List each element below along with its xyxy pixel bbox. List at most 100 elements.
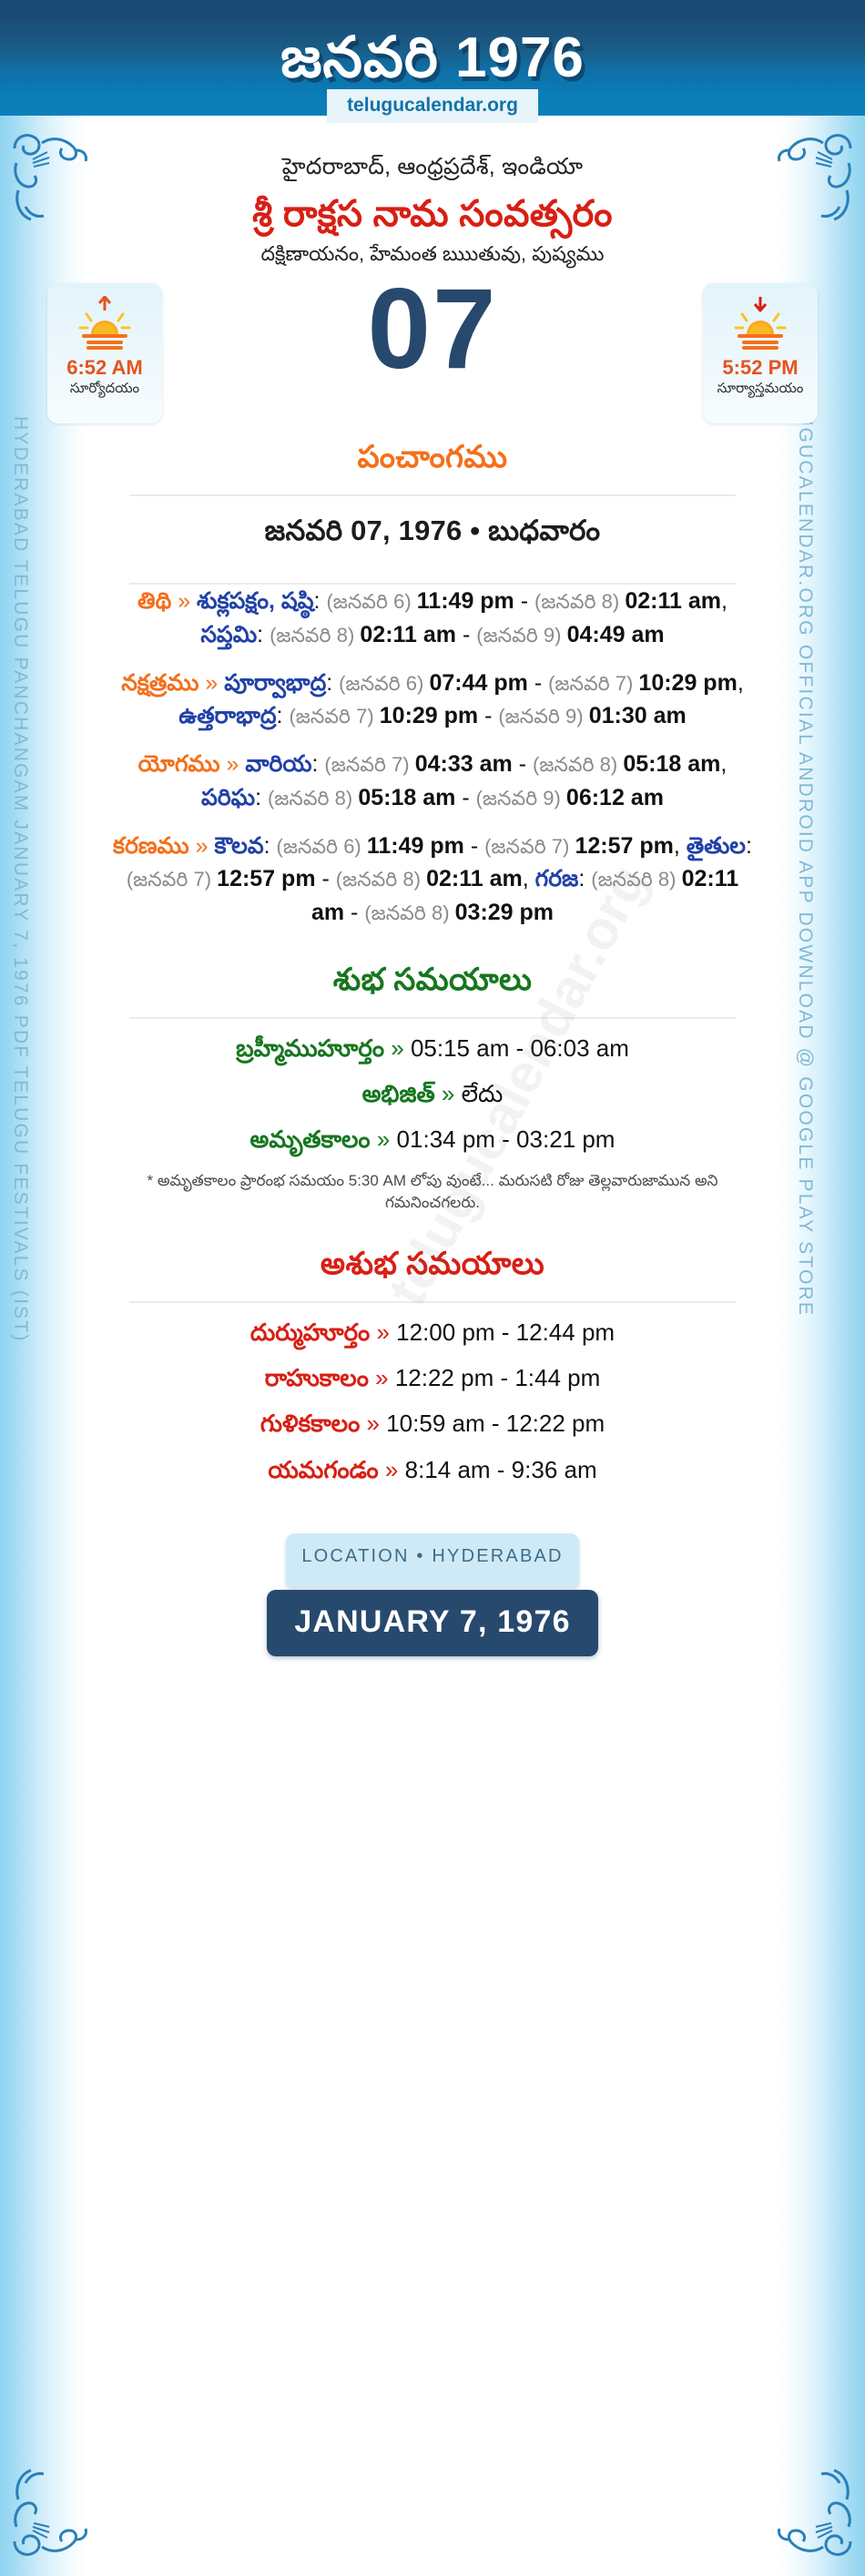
panchangam-row-key: కరణము: [113, 832, 189, 859]
panchangam-segment-plain: ,: [522, 866, 535, 892]
panchangam-segment-time: 04:49 am: [566, 621, 665, 647]
panchangam-segment-time: 11:49 pm: [366, 832, 464, 859]
panchangam-segment-plain: -: [527, 669, 549, 696]
panchangam-segment-plain: -: [456, 621, 477, 647]
site-badge[interactable]: telugucalendar.org: [327, 89, 538, 123]
inauspicious-value: 12:00 pm - 12:44 pm: [396, 1319, 616, 1347]
panchangam-row-key: యోగము: [137, 751, 220, 777]
divider: [129, 583, 736, 585]
auspicious-row: బ్రహ్మీముహూర్తం » 05:15 am - 06:03 am: [87, 1019, 778, 1064]
auspicious-row: అభిజిత్ » లేదు: [87, 1064, 778, 1110]
panchangam-segment-sub: గరజ: [534, 866, 579, 892]
inauspicious-row: యమగండం » 8:14 am - 9:36 am: [87, 1441, 778, 1486]
day-number: 07: [367, 266, 498, 392]
panchangam-segment-time: 12:57 pm: [217, 866, 316, 892]
auspicious-label: బ్రహ్మీముహూర్తం: [236, 1033, 385, 1062]
panchangam-rows: తిథి » శుక్లపక్షం, షష్ఠి: (జనవరి 6) 11:4…: [87, 585, 778, 930]
divider: [129, 494, 736, 496]
inauspicious-value: 12:22 pm - 1:44 pm: [394, 1364, 601, 1392]
chevron-right-icon: »: [434, 1079, 462, 1107]
panchangam-segment-time: 05:18 am: [358, 784, 456, 810]
panchangam-segment-time: 12:57 pm: [575, 832, 674, 859]
panchangam-segment-plain: -: [463, 832, 485, 859]
inauspicious-value: 10:59 am - 12:22 pm: [386, 1410, 606, 1438]
auspicious-value: 05:15 am - 06:03 am: [410, 1033, 629, 1062]
inauspicious-row: రాహుకాలం » 12:22 pm - 1:44 pm: [87, 1349, 778, 1394]
chevron-right-icon: »: [219, 751, 246, 777]
panchangam-segment-sub: శుక్లపక్షం, షష్ఠి: [197, 588, 314, 614]
panchangam-segment-dim: (జనవరి 6): [276, 834, 367, 858]
divider: [129, 1301, 736, 1304]
sunrise-icon: [76, 296, 134, 351]
panchangam-date-heading: జనవరి 07, 1976 • బుధవారం: [264, 514, 601, 546]
chevron-right-icon: »: [370, 1319, 397, 1347]
panchangam-segment-sub: సప్తమి: [200, 621, 258, 647]
auspicious-title: శుభ సమయాలు: [332, 962, 533, 997]
panchangam-segment-dim: (జనవరి 7): [289, 705, 380, 728]
date-chip: JANUARY 7, 1976: [267, 1589, 598, 1656]
panchangam-segment-time: 05:18 am: [623, 751, 721, 777]
panchangam-segment-dim: (జనవరి 8): [533, 753, 624, 776]
right-rail-text: TELUGUCALENDAR.ORG OFFICIAL ANDROID APP …: [795, 371, 816, 1318]
panchangam-segment-plain: -: [512, 751, 533, 777]
inauspicious-title: అశుభ సమయాలు: [320, 1247, 545, 1282]
samvatsaram-title: శ్రీ రాక్షస నామ సంవత్సరం: [252, 194, 613, 234]
auspicious-label: అభిజిత్: [361, 1079, 435, 1107]
panchangam-segment-sub: ఉత్తరాభాద్ర: [178, 703, 277, 729]
panchangam-segment-plain: -: [478, 703, 499, 729]
panchangam-title: పంచాంగము: [357, 440, 508, 474]
panchangam-segment-plain: :: [263, 832, 277, 859]
divider: [129, 1016, 736, 1019]
panchangam-segment-plain: :: [257, 621, 270, 647]
auspicious-row: అమృతకాలం » 01:34 pm - 03:21 pm: [87, 1110, 778, 1156]
page-body: HYDERABAD TELUGU PANCHANGAM JANUARY 7, 1…: [0, 89, 865, 2576]
sunrise-label: సూర్యోదయం: [69, 381, 140, 396]
inauspicious-value: 8:14 am - 9:36 am: [404, 1455, 597, 1483]
chevron-right-icon: »: [378, 1455, 405, 1483]
sunset-card: 5:52 PM సూర్యాస్తమయం: [703, 283, 818, 423]
location-chip: LOCATION • HYDERABAD: [286, 1532, 579, 1587]
panchangam-segment-dim: (జనవరి 9): [475, 786, 566, 809]
panchangam-segment-plain: :: [578, 866, 592, 892]
inauspicious-rows: దుర్ముహూర్తం » 12:00 pm - 12:44 pm రాహుకా…: [87, 1303, 778, 1485]
place-line: హైదరాబాద్, ఆంధ్రప్రదేశ్, ఇండియా: [281, 154, 584, 179]
content-column: telugucalendar.org హైదరాబాద్, ఆంధ్రప్రదే…: [47, 89, 818, 2576]
panchangam-segment-dim: (జనవరి 6): [339, 671, 430, 695]
panchangam-segment-plain: :: [326, 669, 340, 696]
panchangam-segment-time: 03:29 pm: [454, 900, 555, 925]
amrutakalam-note: * అమృతకాలం ప్రారంభ సమయం 5:30 AM లోపు వుం…: [147, 1172, 718, 1212]
panchangam-segment-sub: పరిఘ: [201, 784, 256, 810]
chevron-right-icon: »: [198, 669, 225, 696]
panchangam-segment-plain: :: [313, 588, 327, 614]
panchangam-segment-plain: ,: [720, 588, 728, 614]
panchangam-row: నక్షత్రము » పూర్వాభాద్ర: (జనవరి 6) 07:44…: [87, 652, 778, 734]
sun-row: 6:52 AM సూర్యోదయం 07: [47, 272, 818, 440]
inauspicious-label: దుర్ముహూర్తం: [249, 1319, 371, 1347]
inauspicious-row: గుళికకాలం » 10:59 am - 12:22 pm: [87, 1394, 778, 1440]
panchangam-segment-dim: (జనవరి 8): [364, 901, 455, 924]
panchangam-segment-time: 02:11 am: [426, 866, 523, 892]
panchangam-row-key: నక్షత్రము: [121, 669, 199, 696]
panchangam-segment-plain: -: [315, 866, 336, 892]
panchangam-segment-time: 10:29 pm: [638, 669, 738, 696]
auspicious-value: 01:34 pm - 03:21 pm: [396, 1125, 616, 1153]
sunset-label: సూర్యాస్తమయం: [717, 381, 804, 396]
panchangam-segment-plain: -: [455, 784, 476, 810]
inauspicious-label: గుళికకాలం: [260, 1410, 361, 1438]
panchangam-segment-time: 07:44 pm: [429, 669, 528, 696]
panchangam-row: యోగము » వారియ: (జనవరి 7) 04:33 am - (జనవ…: [87, 733, 778, 815]
panchangam-segment-plain: :: [276, 703, 290, 729]
panchangam-segment-dim: (జనవరి 7): [484, 834, 575, 858]
panchangam-segment-plain: :: [746, 832, 752, 859]
chevron-right-icon: »: [370, 1125, 397, 1153]
auspicious-rows: బ్రహ్మీముహూర్తం » 05:15 am - 06:03 am అభి…: [87, 1019, 778, 1156]
panchangam-segment-sub: పూర్వాభాద్ర: [224, 669, 327, 696]
panchangam-segment-plain: -: [344, 900, 365, 925]
panchangam-segment-time: 10:29 pm: [379, 703, 479, 729]
auspicious-label: అమృతకాలం: [249, 1125, 371, 1153]
panchangam-segment-dim: (జనవరి 6): [326, 590, 417, 613]
panchangam-segment-dim: (జనవరి 8): [270, 623, 361, 647]
panchangam-segment-time: 11:49 pm: [416, 588, 514, 614]
panchangam-segment-sub: వారియ: [245, 751, 312, 777]
chevron-right-icon: »: [360, 1410, 387, 1438]
